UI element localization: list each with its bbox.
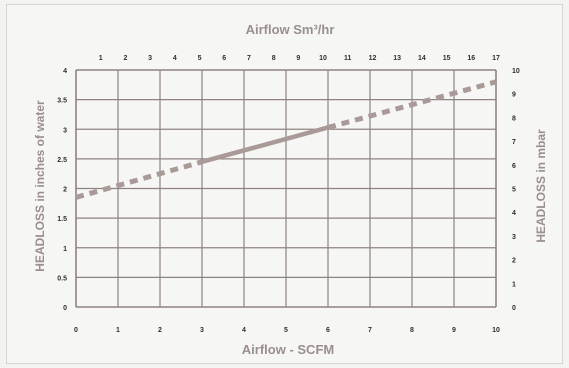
y-axis-left-title: HEADLOSS in inches of water — [33, 100, 47, 272]
top-axis-title: Airflow Sm³/hr — [246, 22, 335, 37]
x-top-tick-label: 2 — [123, 55, 127, 62]
y-right-tick-label: 6 — [512, 163, 516, 170]
x-top-tick-label: 17 — [492, 55, 500, 62]
y-right-tick-label: 5 — [512, 187, 516, 194]
y-left-tick-label: 2 — [63, 187, 67, 194]
x-top-tick-label: 7 — [247, 55, 251, 62]
x-top-tick-label: 10 — [319, 55, 327, 62]
x-bottom-tick-label: 6 — [326, 327, 330, 334]
x-bottom-tick-label: 7 — [368, 327, 372, 334]
x-top-tick-label: 16 — [467, 55, 475, 62]
x-top-tick-label: 4 — [173, 55, 177, 62]
y-left-tick-label: 0 — [63, 305, 67, 312]
y-right-tick-label: 9 — [512, 92, 516, 99]
x-bottom-tick-label: 5 — [284, 327, 288, 334]
y-left-tick-label: 1.5 — [57, 216, 67, 223]
y-left-tick-label: 4 — [63, 68, 67, 75]
series-lines — [75, 79, 497, 200]
x-top-tick-label: 6 — [222, 55, 226, 62]
y-left-tick-label: 1 — [63, 246, 67, 253]
y-right-tick-label: 1 — [512, 281, 516, 288]
x-top-tick-label: 12 — [369, 55, 377, 62]
x-axis-title: Airflow - SCFM — [242, 342, 334, 357]
y-left-tick-label: 2.5 — [57, 157, 67, 164]
y-right-tick-label: 8 — [512, 115, 516, 122]
y-left-tick-label: 3.5 — [57, 98, 67, 105]
grid — [75, 69, 497, 308]
x-top-tick-label: 9 — [296, 55, 300, 62]
x-top-tick-label: 3 — [148, 55, 152, 62]
y-left-tick-label: 0.5 — [57, 275, 67, 282]
x-top-tick-label: 14 — [418, 55, 426, 62]
x-top-tick-label: 15 — [443, 55, 451, 62]
headloss-line-dashed — [75, 159, 203, 200]
headloss-line-solid — [201, 125, 329, 165]
x-top-tick-label: 13 — [393, 55, 401, 62]
headloss-line-dashed — [327, 79, 497, 130]
chart-frame — [6, 4, 563, 364]
x-bottom-tick-label: 2 — [158, 327, 162, 334]
y-axis-right-title: HEADLOSS in mbar — [534, 129, 548, 243]
x-bottom-tick-label: 9 — [452, 327, 456, 334]
y-right-tick-label: 4 — [512, 210, 516, 217]
x-top-tick-label: 5 — [198, 55, 202, 62]
x-bottom-tick-label: 0 — [74, 327, 78, 334]
y-right-tick-label: 3 — [512, 234, 516, 241]
x-bottom-tick-label: 10 — [492, 327, 500, 334]
x-bottom-tick-label: 8 — [410, 327, 414, 334]
x-bottom-tick-label: 4 — [242, 327, 246, 334]
x-top-tick-label: 8 — [272, 55, 276, 62]
x-bottom-tick-label: 3 — [200, 327, 204, 334]
y-right-tick-label: 7 — [512, 139, 516, 146]
y-right-tick-label: 0 — [512, 305, 516, 312]
x-top-tick-label: 1 — [99, 55, 103, 62]
x-top-tick-label: 11 — [344, 55, 352, 62]
y-left-tick-label: 3 — [63, 127, 67, 134]
y-right-tick-label: 2 — [512, 258, 516, 265]
x-bottom-tick-label: 1 — [116, 327, 120, 334]
y-right-tick-label: 10 — [512, 68, 520, 75]
